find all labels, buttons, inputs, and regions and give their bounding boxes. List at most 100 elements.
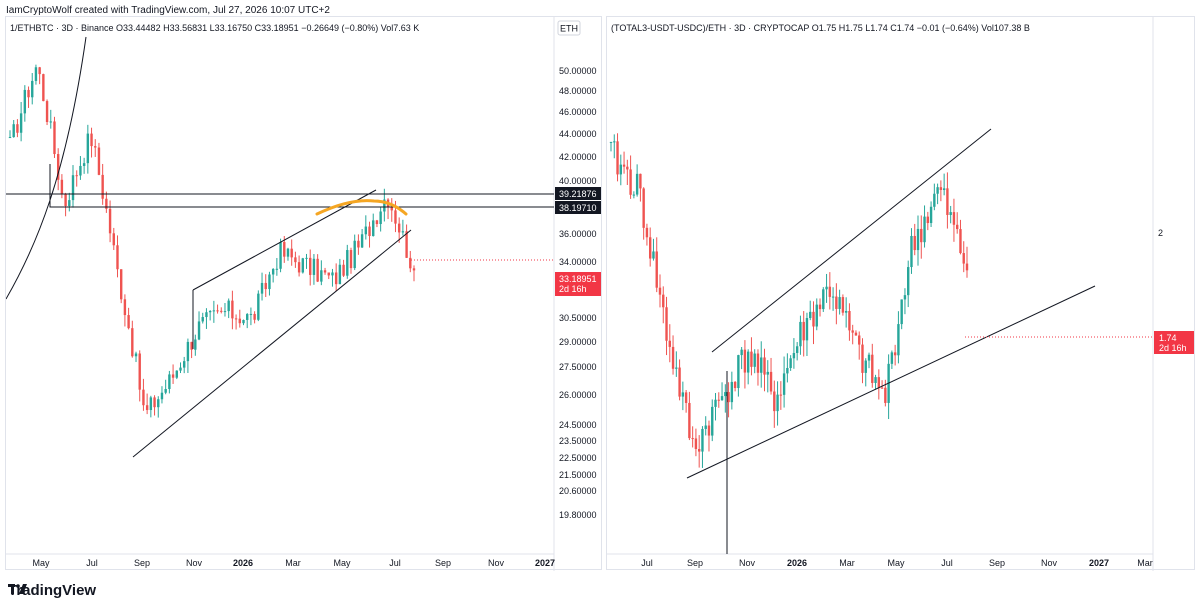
left-candle: [34, 64, 38, 85]
left-candle: [390, 198, 393, 222]
left-candle: [316, 254, 319, 283]
left-candle: [116, 235, 119, 278]
left-candle: [268, 271, 271, 296]
right-candle: [848, 303, 851, 341]
right-time-tick: 2026: [787, 558, 807, 568]
left-price-tick: 30.50000: [559, 313, 597, 323]
left-chart-canvas[interactable]: ETH 50.00000 48.00000 46.00000 44.00000 42.0…: [6, 17, 603, 571]
left-candle: [27, 86, 30, 108]
right-candle: [831, 287, 835, 311]
left-candle: [201, 312, 204, 324]
right-candle: [920, 215, 923, 259]
left-price-ticks: 50.00000 48.00000 46.00000 44.00000 42.00000…: [559, 66, 597, 520]
right-candle: [668, 324, 671, 363]
left-price-tick: 27.50000: [559, 362, 597, 372]
left-candle: [8, 130, 12, 139]
right-candle: [740, 346, 743, 370]
left-candle: [105, 191, 108, 213]
right-candle: [805, 312, 809, 356]
right-candle: [907, 260, 910, 308]
right-candle: [746, 349, 750, 385]
right-time-tick: 2027: [1089, 558, 1109, 568]
right-candle: [861, 338, 864, 384]
right-candle: [792, 338, 796, 369]
right-time-tick: Jul: [641, 558, 653, 568]
side-number: 2: [1158, 228, 1164, 238]
right-channel-bottom: [686, 285, 1096, 479]
right-candle: [760, 341, 763, 388]
right-candle: [822, 287, 825, 312]
right-current-price-label: 1.74: [1159, 333, 1177, 343]
left-price-tick: 24.50000: [559, 420, 597, 430]
left-candle: [197, 311, 201, 341]
right-candle: [913, 223, 916, 256]
right-candle: [933, 183, 936, 211]
left-current-price-bg: [555, 272, 601, 296]
left-price-tick: 48.00000: [559, 86, 597, 96]
left-price-tick: 29.00000: [559, 337, 597, 347]
left-candle: [68, 192, 71, 212]
left-time-tick: 2027: [535, 558, 555, 568]
right-candle: [773, 380, 776, 428]
left-candle: [234, 314, 238, 330]
left-candle: [264, 274, 267, 298]
right-candle: [681, 381, 685, 411]
right-candle: [939, 180, 943, 202]
left-candle: [82, 157, 86, 174]
left-time-tick: Mar: [285, 558, 301, 568]
tradingview-logo-icon: [8, 584, 27, 594]
left-candle: [305, 253, 308, 269]
right-candle: [802, 311, 805, 357]
left-candle: [101, 163, 104, 205]
right-candle: [655, 237, 658, 293]
right-candle: [916, 215, 920, 266]
right-candle: [965, 246, 969, 278]
left-time-tick: Nov: [186, 558, 203, 568]
left-candle: [342, 259, 345, 277]
right-chart-canvas[interactable]: Jul Sep Nov 2026 Mar May Jul Sep Nov 2027 Mar 1.74…: [607, 17, 1196, 571]
left-candle: [246, 313, 249, 329]
left-price-tick: 50.00000: [559, 66, 597, 76]
left-time-tick: Jul: [389, 558, 401, 568]
left-candle: [56, 148, 60, 191]
right-candle: [766, 360, 769, 393]
left-time-tick: Jul: [86, 558, 98, 568]
right-candle: [923, 205, 926, 248]
right-candle: [678, 359, 681, 401]
left-time-tick: Sep: [134, 558, 150, 568]
right-chart-panel[interactable]: (TOTAL3-USDT-USDC)/ETH · 3D · CRYPTOCAP …: [606, 16, 1196, 571]
left-candle: [249, 307, 253, 326]
right-time-tick: May: [887, 558, 905, 568]
left-price-tick: 34.00000: [559, 257, 597, 267]
left-price-tick: 19.80000: [559, 510, 597, 520]
left-price-tick: 46.00000: [559, 107, 597, 117]
right-candle: [626, 159, 629, 185]
right-candle: [946, 172, 949, 229]
right-candle: [645, 223, 649, 246]
tradingview-footer[interactable]: TradingView: [8, 582, 96, 599]
left-candle: [242, 319, 245, 326]
right-candle: [688, 391, 691, 441]
right-candle: [828, 272, 832, 310]
left-chart-panel[interactable]: 1/ETHBTC · 3D · Binance O33.44482 H33.56…: [5, 16, 603, 571]
right-candle: [658, 274, 662, 308]
left-candle: [271, 268, 275, 283]
right-candle: [779, 381, 783, 410]
left-wedge-bottom: [132, 229, 412, 458]
left-candle: [372, 213, 375, 237]
left-candle: [153, 395, 156, 416]
left-candle: [145, 393, 149, 415]
right-candle: [724, 384, 727, 413]
right-candle: [825, 273, 828, 303]
left-candle: [409, 250, 412, 273]
left-candle: [138, 350, 141, 402]
right-candle: [753, 349, 756, 374]
left-candle: [379, 206, 382, 232]
chart-credit: IamCryptoWolf created with TradingView.c…: [6, 5, 330, 16]
left-candle: [275, 257, 279, 276]
right-candle: [877, 369, 881, 400]
right-candle: [851, 324, 854, 345]
left-price-tick: 26.00000: [559, 390, 597, 400]
tradingview-brand: TradingView: [8, 582, 97, 599]
right-candle: [786, 353, 789, 383]
